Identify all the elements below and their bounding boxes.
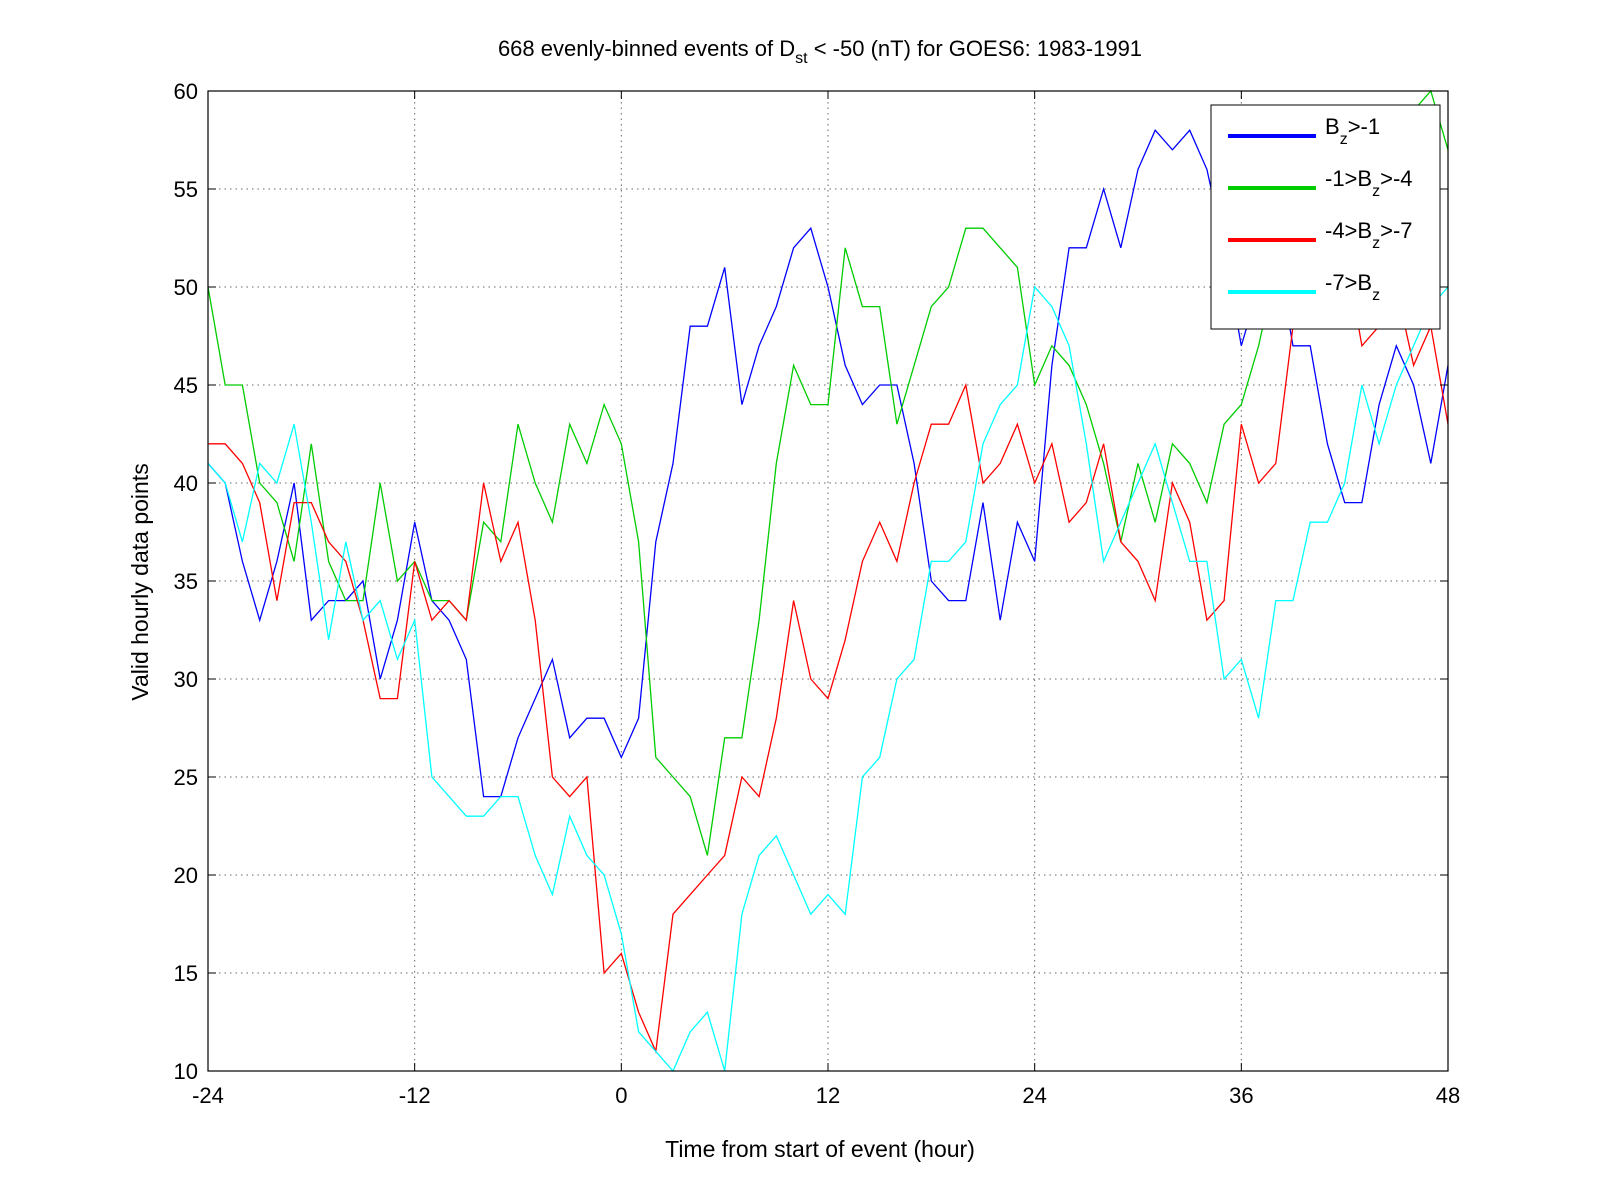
gridlines bbox=[208, 91, 1448, 1071]
y-tick-label: 50 bbox=[174, 275, 198, 300]
x-tick-label: 36 bbox=[1229, 1083, 1253, 1108]
x-tick-labels: -24 -12 0 12 24 36 48 bbox=[192, 1083, 1460, 1108]
legend-label-3: -4>Bz>-7 bbox=[1325, 218, 1413, 252]
legend-label-1: Bz>-1 bbox=[1325, 114, 1380, 148]
y-tick-label: 25 bbox=[174, 765, 198, 790]
y-axis-label: Valid hourly data points bbox=[127, 463, 153, 700]
legend-label-2: -1>Bz>-4 bbox=[1325, 166, 1413, 200]
x-tick-label: -24 bbox=[192, 1083, 224, 1108]
y-tick-label: 35 bbox=[174, 569, 198, 594]
plot-area bbox=[207, 89, 1449, 1073]
series-line-3 bbox=[208, 247, 1449, 1054]
legend-label-4: -7>Bz bbox=[1325, 270, 1380, 304]
y-tick-label: 45 bbox=[174, 373, 198, 398]
y-tick-label: 10 bbox=[174, 1059, 198, 1084]
y-tick-labels: 10 15 20 25 30 35 40 45 50 55 60 bbox=[174, 79, 198, 1084]
legend: Bz>-1 -1>Bz>-4 -4>Bz>-7 -7>Bz bbox=[1210, 104, 1441, 330]
series-group bbox=[207, 89, 1449, 1073]
x-tick-label: 24 bbox=[1022, 1083, 1046, 1108]
y-tick-label: 20 bbox=[174, 863, 198, 888]
x-tick-label: 48 bbox=[1436, 1083, 1460, 1108]
axis-ticks bbox=[207, 90, 1449, 1072]
y-tick-label: 40 bbox=[174, 471, 198, 496]
x-tick-label: 12 bbox=[816, 1083, 840, 1108]
y-tick-label: 55 bbox=[174, 177, 198, 202]
chart-title: 668 evenly-binned events of Dst < -50 (n… bbox=[498, 36, 1142, 67]
series-line-1 bbox=[207, 129, 1449, 798]
y-tick-label: 15 bbox=[174, 961, 198, 986]
y-tick-label: 60 bbox=[174, 79, 198, 104]
x-tick-label: -12 bbox=[399, 1083, 431, 1108]
series-line-4 bbox=[207, 285, 1449, 1073]
y-tick-label: 30 bbox=[174, 667, 198, 692]
x-axis-label: Time from start of event (hour) bbox=[665, 1136, 975, 1162]
x-tick-label: 0 bbox=[615, 1083, 627, 1108]
